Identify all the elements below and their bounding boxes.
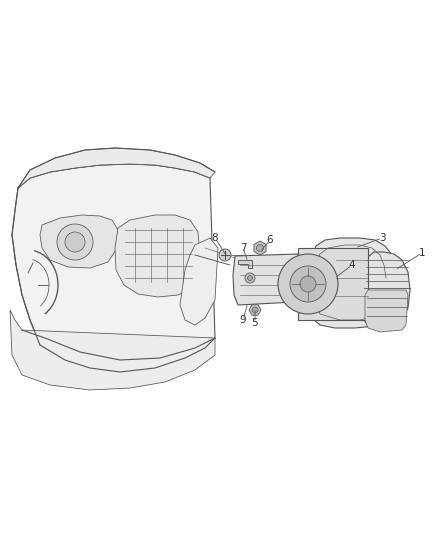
Polygon shape bbox=[254, 241, 266, 255]
Polygon shape bbox=[180, 238, 218, 325]
Polygon shape bbox=[115, 215, 200, 297]
Polygon shape bbox=[18, 148, 215, 188]
Circle shape bbox=[245, 273, 255, 283]
Circle shape bbox=[57, 224, 93, 260]
Circle shape bbox=[300, 276, 316, 292]
Text: 4: 4 bbox=[349, 260, 355, 270]
Circle shape bbox=[65, 232, 85, 252]
Text: 9: 9 bbox=[240, 315, 246, 325]
Polygon shape bbox=[10, 310, 215, 390]
Polygon shape bbox=[362, 252, 410, 330]
Polygon shape bbox=[233, 254, 302, 305]
Text: 8: 8 bbox=[212, 233, 218, 243]
Circle shape bbox=[247, 276, 252, 280]
Circle shape bbox=[219, 249, 231, 261]
Text: 6: 6 bbox=[267, 235, 273, 245]
Text: 3: 3 bbox=[379, 233, 385, 243]
Polygon shape bbox=[310, 238, 396, 328]
Circle shape bbox=[252, 307, 258, 313]
Text: 5: 5 bbox=[252, 318, 258, 328]
Circle shape bbox=[257, 245, 264, 252]
Polygon shape bbox=[40, 215, 118, 268]
Polygon shape bbox=[238, 260, 252, 268]
Bar bbox=[298, 248, 368, 320]
Polygon shape bbox=[12, 164, 215, 372]
Text: 7: 7 bbox=[240, 243, 246, 253]
Circle shape bbox=[278, 254, 338, 314]
Circle shape bbox=[290, 266, 326, 302]
Polygon shape bbox=[249, 305, 261, 315]
Text: 1: 1 bbox=[419, 248, 425, 258]
Polygon shape bbox=[365, 290, 408, 332]
